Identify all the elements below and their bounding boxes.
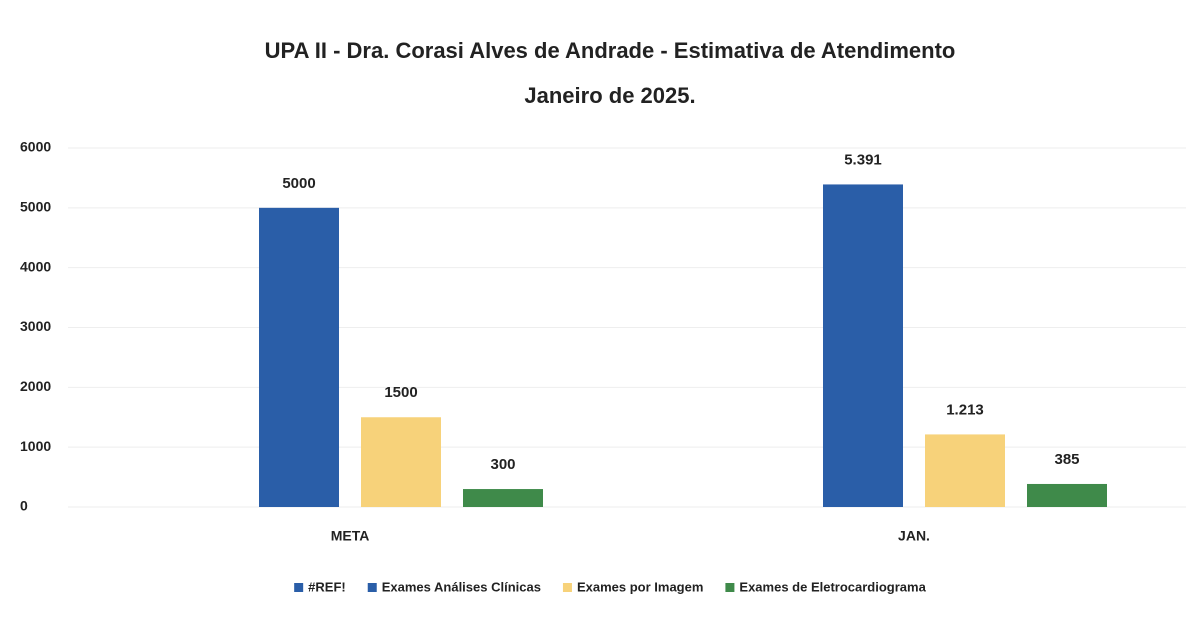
y-tick-label: 6000 <box>20 139 51 155</box>
y-tick-label: 4000 <box>20 258 51 274</box>
y-tick-label: 0 <box>20 498 28 514</box>
x-tick-label: JAN. <box>898 528 930 544</box>
chart-title: UPA II - Dra. Corasi Alves de Andrade - … <box>265 38 956 63</box>
legend-swatch <box>562 583 572 592</box>
value-label: 1500 <box>384 384 417 401</box>
value-label: 385 <box>1054 451 1079 468</box>
chart-subtitle: Janeiro de 2025. <box>524 83 695 108</box>
y-tick-label: 5000 <box>20 199 51 215</box>
legend-swatch <box>367 583 377 592</box>
bar <box>463 489 543 507</box>
legend-label: Exames Análises Clínicas <box>382 579 541 594</box>
legend-label: Exames de Eletrocardiograma <box>739 579 926 594</box>
value-label: 5.391 <box>844 151 882 168</box>
bar <box>361 417 441 507</box>
bar <box>925 434 1005 507</box>
legend-swatch <box>725 583 735 592</box>
bar <box>1027 483 1107 507</box>
bar <box>823 184 903 507</box>
legend-label: #REF! <box>308 579 346 594</box>
y-tick-label: 1000 <box>20 438 51 454</box>
legend-label: Exames por Imagem <box>577 579 703 594</box>
value-label: 5000 <box>282 175 315 192</box>
value-label: 300 <box>490 456 515 473</box>
y-tick-label: 3000 <box>20 318 51 334</box>
y-tick-label: 2000 <box>20 378 51 394</box>
value-label: 1.213 <box>946 401 984 418</box>
legend-swatch <box>294 583 304 592</box>
x-tick-label: META <box>331 528 370 544</box>
bar <box>259 207 339 508</box>
